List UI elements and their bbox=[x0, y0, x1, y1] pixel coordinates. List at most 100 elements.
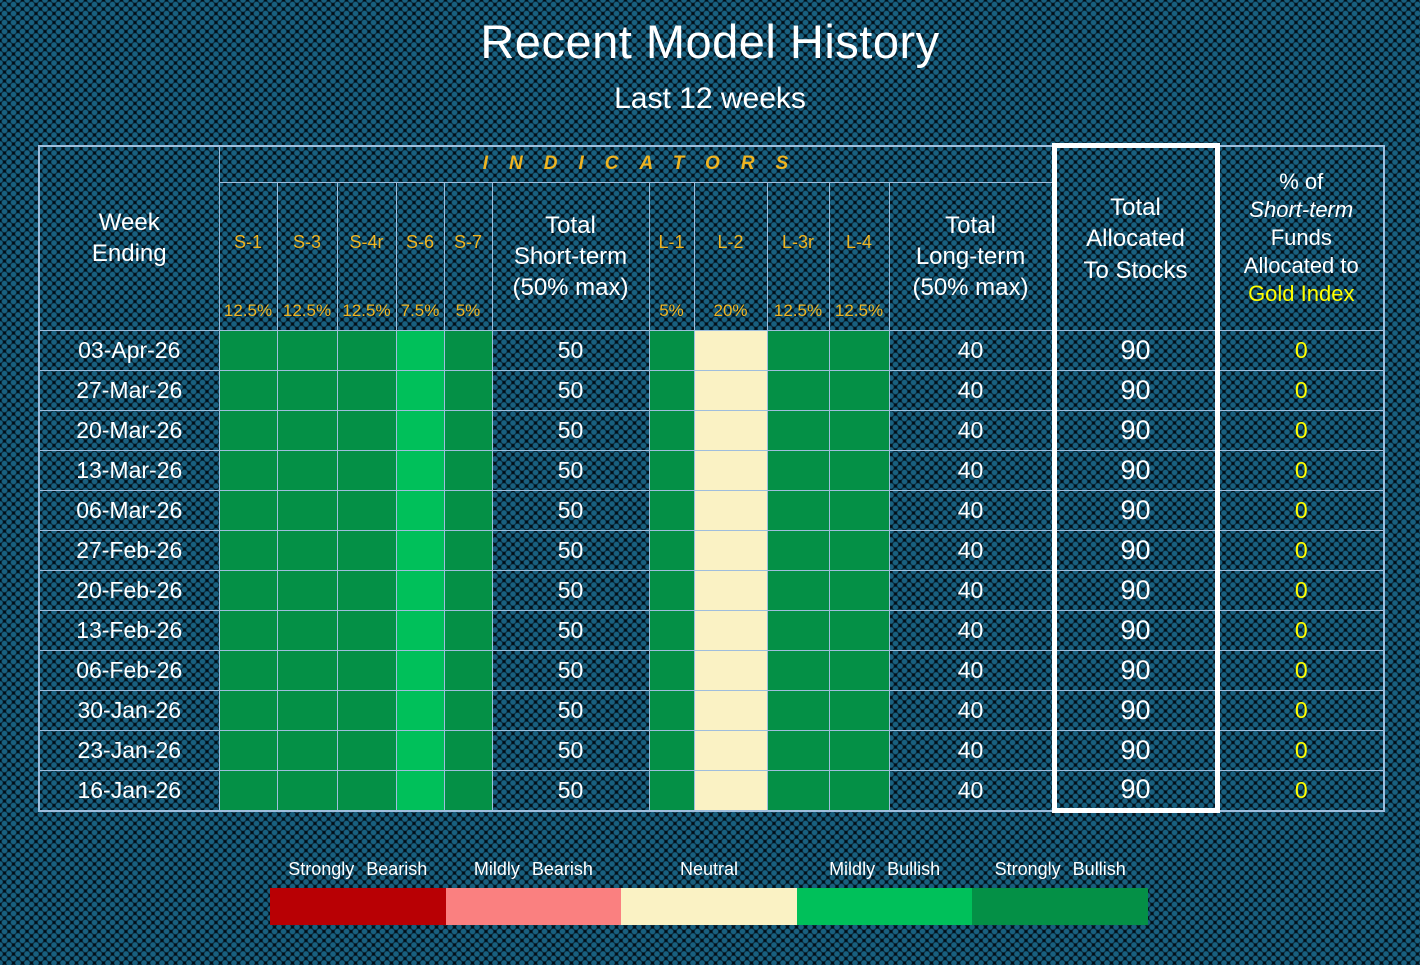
week-ending-header: Week Ending bbox=[38, 145, 220, 331]
total-allocated-cell: 90 bbox=[1051, 650, 1220, 691]
legend-color-swatch bbox=[796, 888, 973, 925]
total-short-term-cell: 50 bbox=[491, 530, 650, 571]
indicator-state-cell-s4r bbox=[336, 410, 397, 451]
gold-pct-cell: 0 bbox=[1216, 610, 1385, 651]
table-row: 06-Feb-26 50 40 90 0 bbox=[38, 650, 1385, 691]
table-header: Week Ending INDICATORS Total Allocated T… bbox=[38, 143, 1385, 331]
table-row: 23-Jan-26 50 40 90 0 bbox=[38, 730, 1385, 771]
table-row: 03-Apr-26 50 40 90 0 bbox=[38, 330, 1385, 371]
indicator-header-l4: L-4 12.5% bbox=[828, 182, 890, 331]
indicator-state-cell-l1 bbox=[648, 450, 695, 491]
table-row: 27-Feb-26 50 40 90 0 bbox=[38, 530, 1385, 571]
indicator-weight: 5% bbox=[455, 301, 481, 320]
total-long-term-cell: 40 bbox=[888, 330, 1055, 371]
indicator-header-s7: S-7 5% bbox=[443, 182, 493, 331]
indicator-state-cell-s3 bbox=[276, 330, 338, 371]
indicator-state-cell-s7 bbox=[443, 770, 493, 811]
legend-label: Neutral bbox=[679, 858, 738, 879]
indicator-state-cell-l3r bbox=[766, 370, 830, 411]
indicator-state-cell-s7 bbox=[443, 370, 493, 411]
indicator-state-cell-s7 bbox=[443, 450, 493, 491]
indicator-state-cell-s3 bbox=[276, 370, 338, 411]
indicator-state-cell-s6 bbox=[395, 530, 445, 571]
gold-pct-cell: 0 bbox=[1216, 330, 1385, 371]
total-long-term-cell: 40 bbox=[888, 570, 1055, 611]
gold-header-line4: Allocated to bbox=[1243, 253, 1359, 279]
indicator-state-cell-l2 bbox=[693, 530, 768, 571]
total-short-term-cell: 50 bbox=[491, 330, 650, 371]
indicator-state-cell-s4r bbox=[336, 530, 397, 571]
indicator-state-cell-s1 bbox=[218, 610, 278, 651]
indicator-id: S-6 bbox=[405, 231, 434, 252]
week-ending-cell: 03-Apr-26 bbox=[38, 330, 220, 371]
total-long-term-cell: 40 bbox=[888, 770, 1055, 811]
sentiment-legend: Strongly Bearish Mildly Bearish Neutral … bbox=[270, 850, 1148, 925]
gold-pct-cell: 0 bbox=[1216, 410, 1385, 451]
indicator-state-cell-s1 bbox=[218, 410, 278, 451]
indicator-state-cell-s4r bbox=[336, 450, 397, 491]
indicator-state-cell-l3r bbox=[766, 690, 830, 731]
gold-pct-cell: 0 bbox=[1216, 690, 1385, 731]
indicator-state-cell-l1 bbox=[648, 570, 695, 611]
page-title: Recent Model History bbox=[480, 15, 940, 68]
indicator-state-cell-s7 bbox=[443, 490, 493, 531]
indicator-state-cell-l4 bbox=[828, 330, 890, 371]
indicator-state-cell-l2 bbox=[693, 490, 768, 531]
indicator-weight: 12.5% bbox=[773, 301, 823, 320]
table-row: 20-Mar-26 50 40 90 0 bbox=[38, 410, 1385, 451]
legend-color-swatch bbox=[972, 888, 1148, 925]
indicator-state-cell-s3 bbox=[276, 490, 338, 531]
indicator-header-s1: S-1 12.5% bbox=[218, 182, 278, 331]
table-body: 03-Apr-26 50 40 90 0 27-Mar-26 50 40 90 … bbox=[38, 330, 1385, 813]
total-short-term-cell: 50 bbox=[491, 490, 650, 531]
indicator-state-cell-s4r bbox=[336, 650, 397, 691]
legend-color-swatch bbox=[621, 888, 797, 925]
indicator-state-cell-s1 bbox=[218, 450, 278, 491]
week-ending-cell: 20-Feb-26 bbox=[38, 570, 220, 611]
indicator-state-cell-l4 bbox=[828, 690, 890, 731]
gold-pct-cell: 0 bbox=[1216, 370, 1385, 411]
indicator-state-cell-l1 bbox=[648, 690, 695, 731]
indicator-state-cell-s4r bbox=[336, 370, 397, 411]
total-allocated-cell: 90 bbox=[1051, 730, 1220, 771]
total-allocated-cell: 90 bbox=[1051, 530, 1220, 571]
total-allocated-header: Total Allocated To Stocks bbox=[1051, 143, 1220, 331]
total-allocated-cell: 90 bbox=[1051, 450, 1220, 491]
table-row: 16-Jan-26 50 40 90 0 bbox=[38, 770, 1385, 813]
indicator-header-l2: L-2 20% bbox=[693, 182, 768, 331]
indicator-state-cell-l4 bbox=[828, 450, 890, 491]
indicator-state-cell-l1 bbox=[648, 530, 695, 571]
indicator-state-cell-l4 bbox=[828, 530, 890, 571]
indicator-state-cell-s7 bbox=[443, 730, 493, 771]
indicator-state-cell-s7 bbox=[443, 690, 493, 731]
total-long-term-cell: 40 bbox=[888, 410, 1055, 451]
indicator-state-cell-s6 bbox=[395, 570, 445, 611]
indicator-id: L-1 bbox=[658, 231, 685, 252]
total-long-term-cell: 40 bbox=[888, 730, 1055, 771]
indicator-state-cell-s1 bbox=[218, 330, 278, 371]
gold-header-line3: Funds bbox=[1270, 225, 1332, 251]
indicator-state-cell-l3r bbox=[766, 410, 830, 451]
page-subtitle: Last 12 weeks bbox=[614, 82, 806, 115]
indicator-state-cell-l3r bbox=[766, 570, 830, 611]
indicator-state-cell-s6 bbox=[395, 490, 445, 531]
table-row: 30-Jan-26 50 40 90 0 bbox=[38, 690, 1385, 731]
table-row: 13-Feb-26 50 40 90 0 bbox=[38, 610, 1385, 651]
indicator-state-cell-l1 bbox=[648, 370, 695, 411]
legend-label: Mildly Bullish bbox=[829, 858, 941, 879]
table-row: 20-Feb-26 50 40 90 0 bbox=[38, 570, 1385, 611]
indicator-state-cell-l2 bbox=[693, 410, 768, 451]
indicator-state-cell-l3r bbox=[766, 770, 830, 811]
indicator-state-cell-l2 bbox=[693, 450, 768, 491]
indicator-state-cell-l1 bbox=[648, 330, 695, 371]
indicator-state-cell-l1 bbox=[648, 490, 695, 531]
indicator-weight: 5% bbox=[659, 301, 684, 320]
indicator-state-cell-s6 bbox=[395, 730, 445, 771]
total-short-term-cell: 50 bbox=[491, 690, 650, 731]
indicator-weight: 12.5% bbox=[282, 301, 332, 320]
indicator-state-cell-s6 bbox=[395, 450, 445, 491]
total-short-term-cell: 50 bbox=[491, 450, 650, 491]
indicator-id: S-4r bbox=[349, 231, 384, 252]
indicator-weight: 12.5% bbox=[223, 301, 273, 320]
total-allocated-cell: 90 bbox=[1051, 490, 1220, 531]
